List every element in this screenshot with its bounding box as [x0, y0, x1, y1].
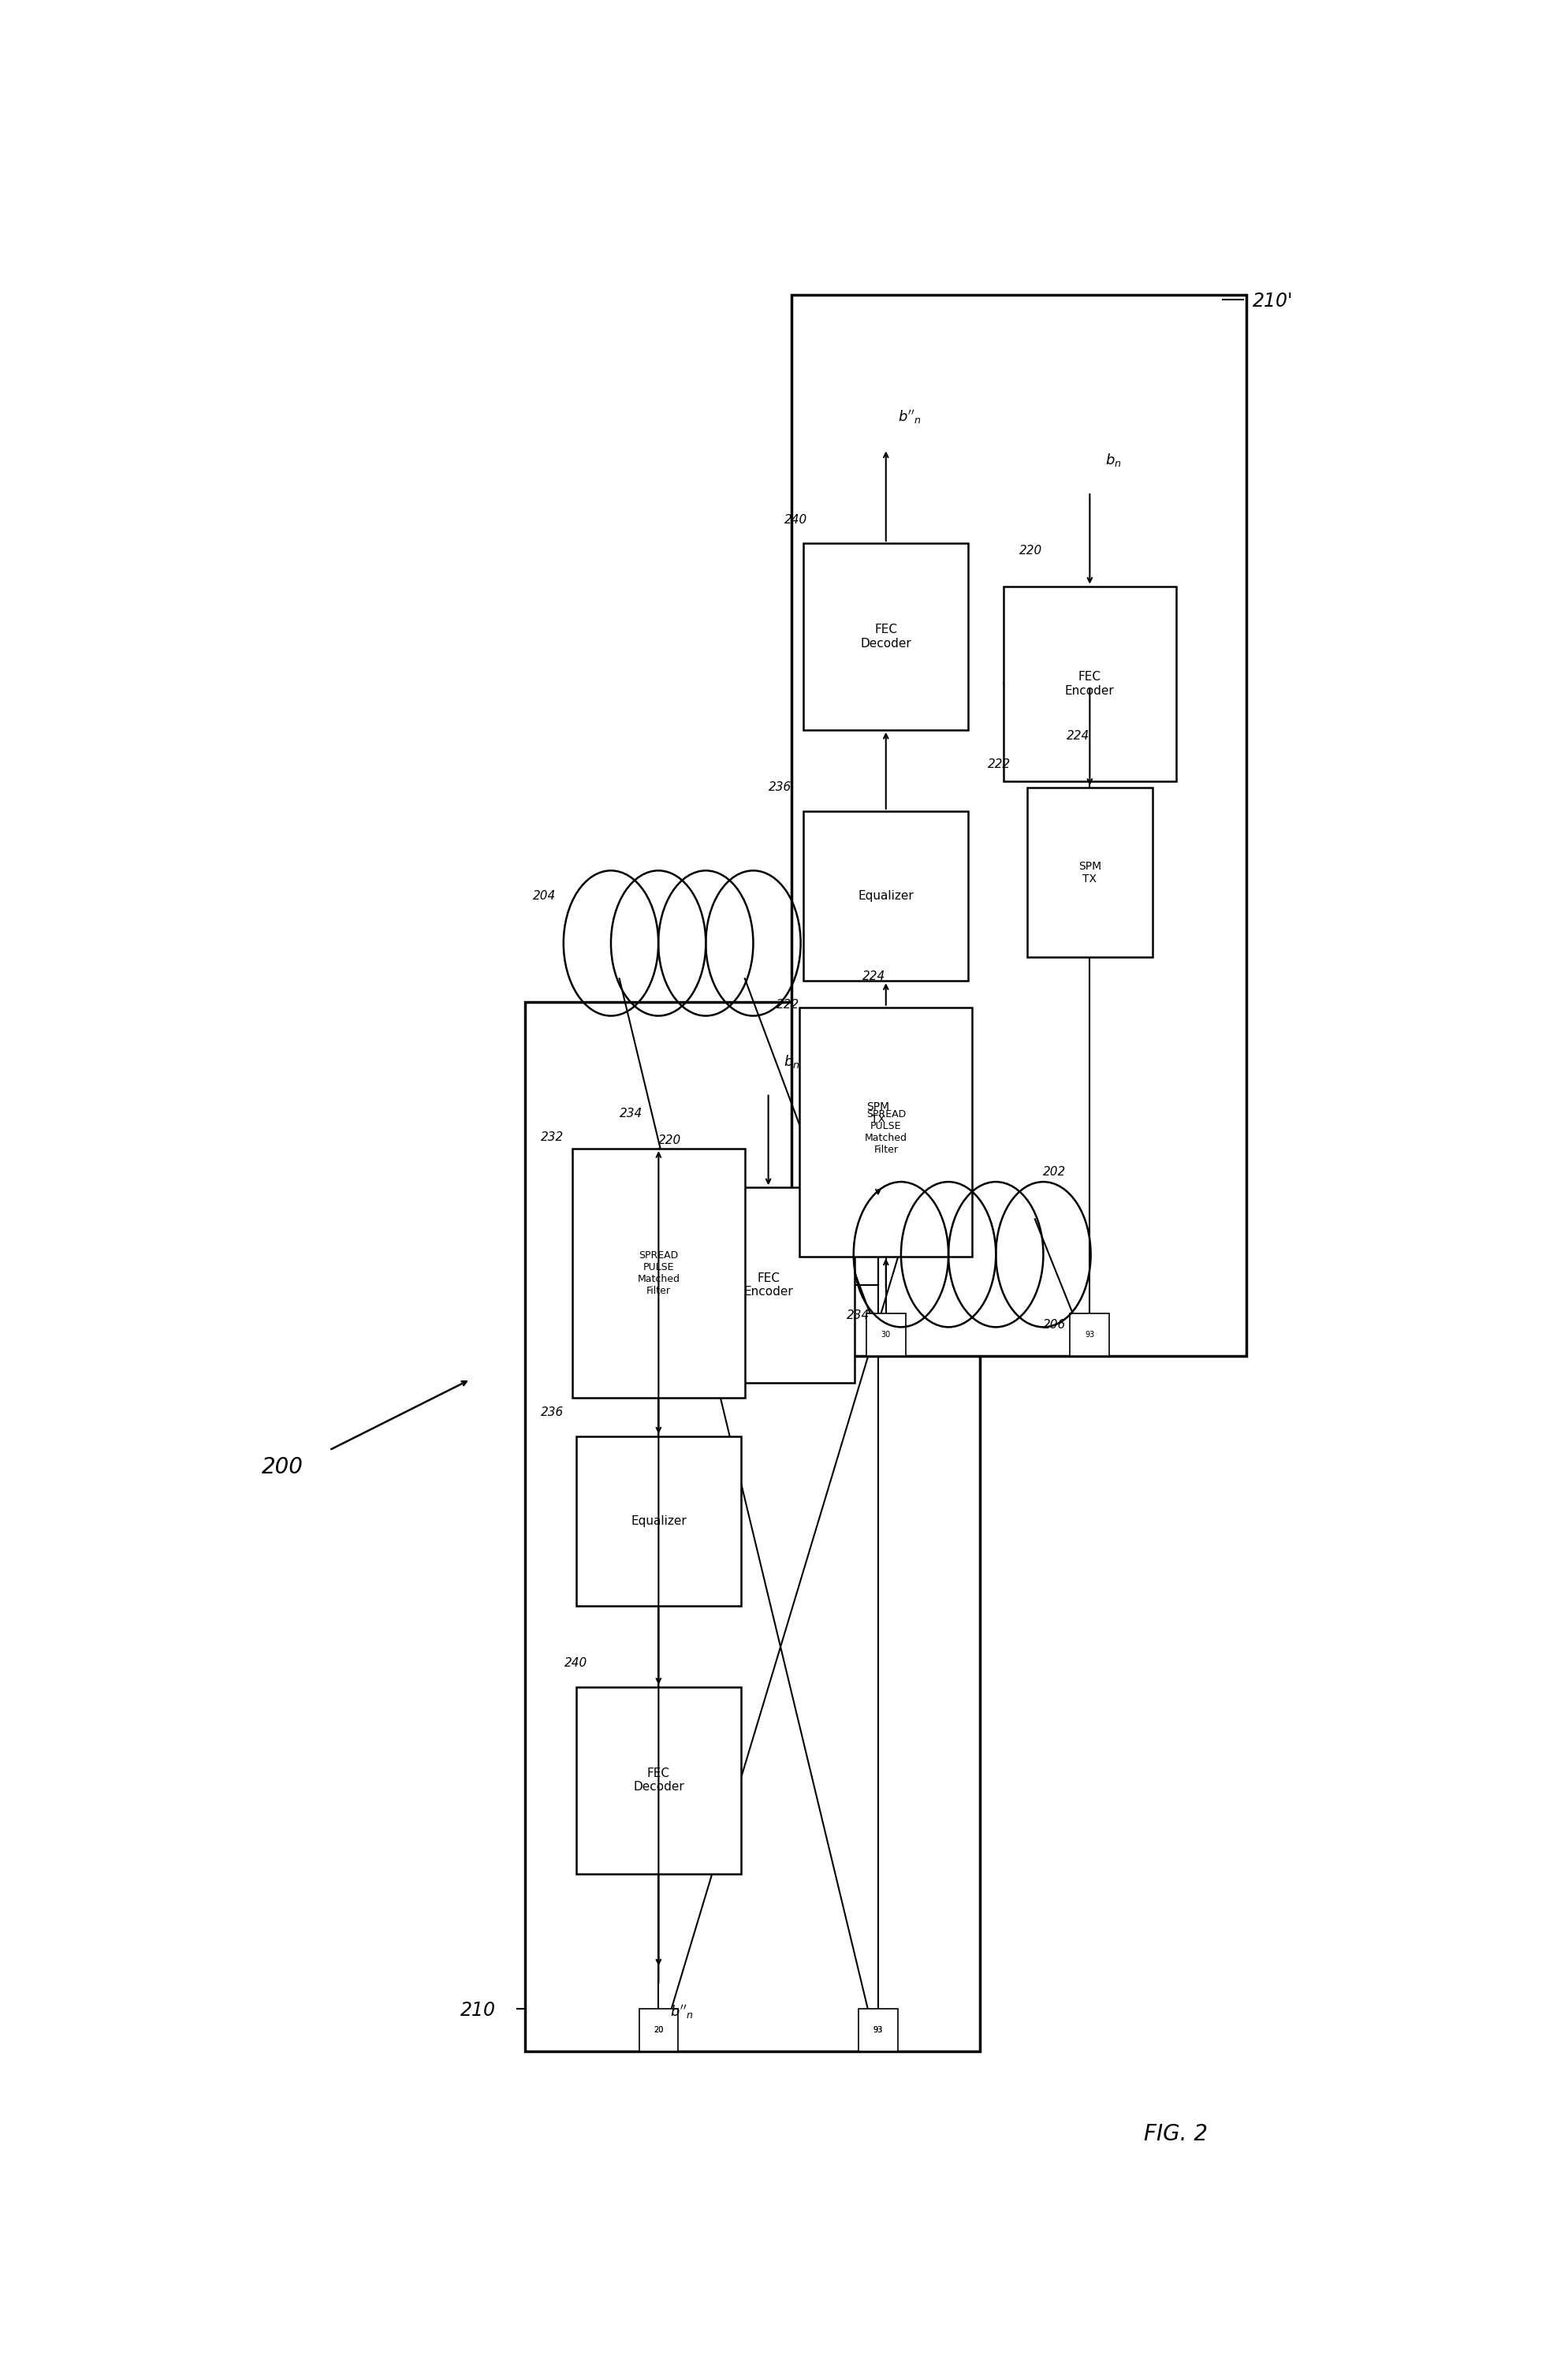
Text: 220: 220	[659, 1134, 682, 1146]
Text: 93: 93	[1085, 1330, 1094, 1339]
Bar	[800, 1007, 972, 1257]
Text: 210': 210'	[1253, 292, 1294, 311]
Text: FEC
Decoder: FEC Decoder	[861, 625, 911, 648]
Text: 222: 222	[776, 997, 800, 1012]
Text: 210: 210	[461, 2002, 495, 2021]
Text: 222: 222	[988, 757, 1011, 771]
Bar	[792, 295, 1247, 1356]
Text: 240: 240	[564, 1658, 588, 1669]
Bar	[859, 2009, 898, 2051]
Text: 234: 234	[619, 1108, 643, 1120]
Text: $b_n$: $b_n$	[784, 1054, 800, 1071]
Text: $b_n$: $b_n$	[1105, 453, 1121, 469]
Text: 93: 93	[873, 2026, 883, 2035]
Text: 93: 93	[873, 2026, 883, 2035]
Bar	[575, 1686, 740, 1875]
Text: FEC
Decoder: FEC Decoder	[633, 1768, 684, 1792]
Text: SPREAD
PULSE
Matched
Filter: SPREAD PULSE Matched Filter	[864, 1108, 908, 1155]
Text: 200: 200	[262, 1457, 303, 1478]
Bar	[803, 542, 967, 731]
Text: 236: 236	[768, 780, 792, 795]
Text: 20: 20	[654, 2026, 663, 2035]
Text: Equalizer: Equalizer	[630, 1514, 687, 1528]
Text: 234: 234	[847, 1309, 870, 1320]
Bar	[803, 811, 967, 981]
Bar	[815, 1028, 941, 1198]
Bar	[682, 1188, 855, 1382]
Bar	[1004, 587, 1176, 780]
Text: 206: 206	[1043, 1318, 1066, 1332]
Bar	[525, 1002, 980, 2051]
Text: FEC
Encoder: FEC Encoder	[1065, 672, 1115, 696]
Bar	[866, 1313, 906, 1356]
Text: FEC
Encoder: FEC Encoder	[743, 1273, 793, 1297]
Text: 236: 236	[541, 1405, 564, 1420]
Text: 30: 30	[881, 1330, 891, 1339]
Text: 204: 204	[533, 889, 557, 903]
Text: 220: 220	[1019, 545, 1043, 556]
Text: Equalizer: Equalizer	[858, 889, 914, 903]
Text: 224: 224	[862, 969, 886, 983]
Bar	[638, 2009, 677, 2051]
Text: 232: 232	[541, 1132, 564, 1144]
Text: SPREAD
PULSE
Matched
Filter: SPREAD PULSE Matched Filter	[637, 1250, 681, 1297]
Text: SPM
TX: SPM TX	[1079, 861, 1101, 884]
Text: 202: 202	[1043, 1165, 1066, 1179]
Text: 20: 20	[654, 2026, 663, 2035]
Bar	[1027, 788, 1152, 957]
Text: $b''_n$: $b''_n$	[671, 2004, 693, 2021]
Text: SPM
TX: SPM TX	[867, 1101, 889, 1125]
Text: FIG. 2: FIG. 2	[1145, 2122, 1207, 2146]
Text: 224: 224	[1066, 729, 1090, 743]
Bar	[572, 1148, 745, 1398]
Bar	[575, 1436, 740, 1606]
Text: 240: 240	[784, 514, 808, 526]
Text: $b''_n$: $b''_n$	[898, 408, 920, 424]
Bar	[1069, 1313, 1110, 1356]
